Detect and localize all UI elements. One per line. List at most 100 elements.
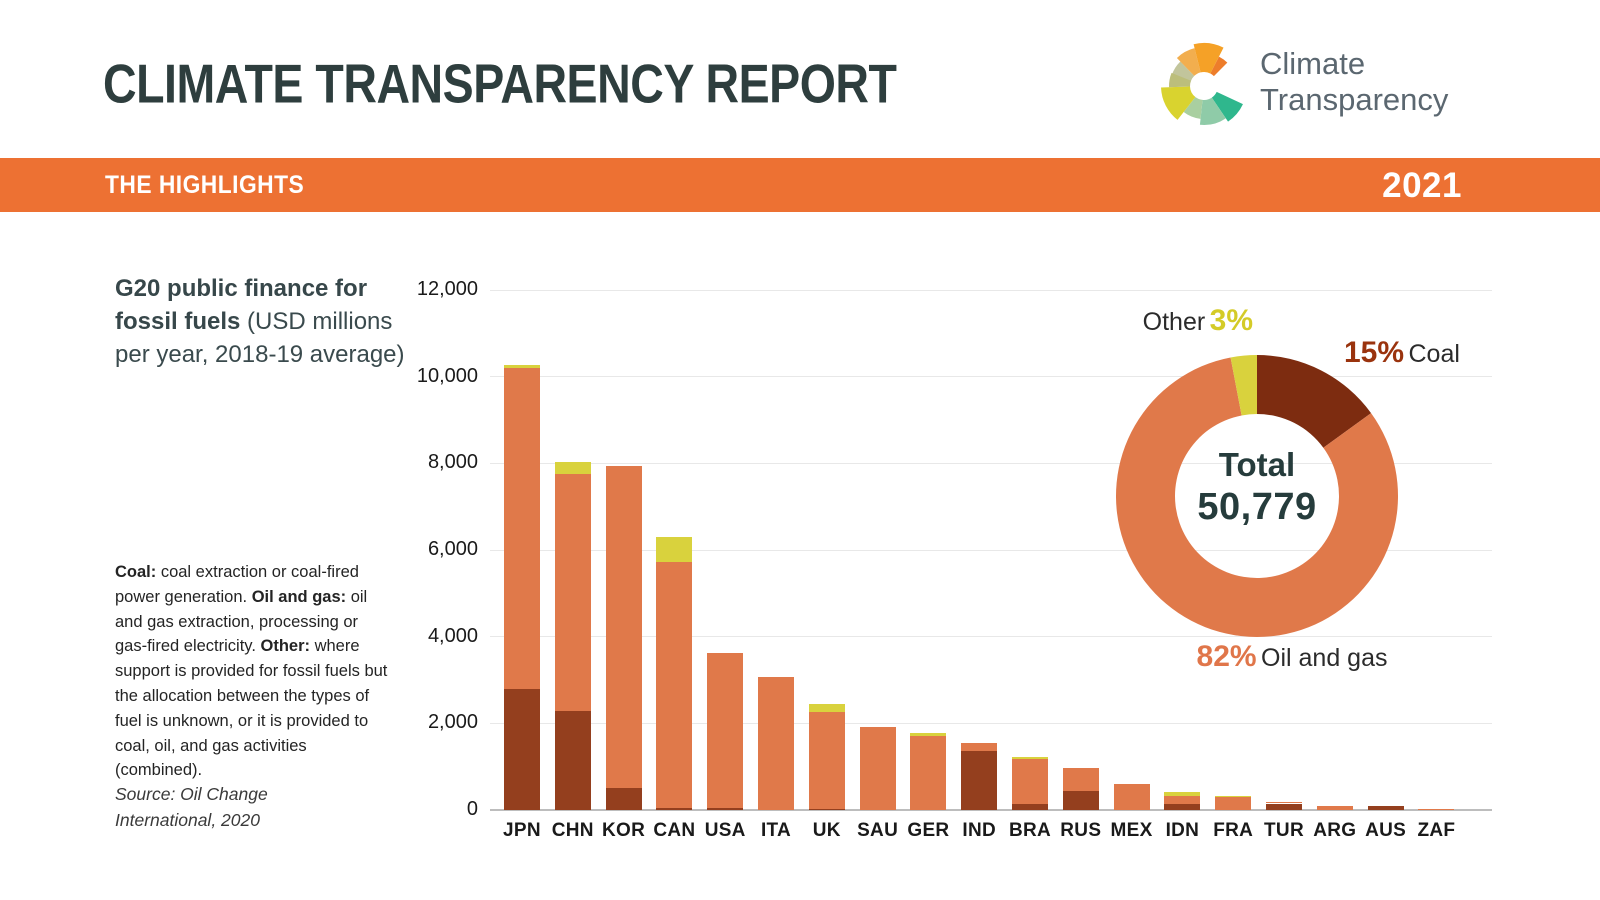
other-name: Other (1142, 308, 1206, 336)
x-label-fra: FRA (1213, 820, 1254, 841)
bar-jpn-oil-and-gas (504, 368, 540, 689)
other-percent: 3% (1209, 304, 1253, 337)
bar-fra-other (1215, 796, 1252, 798)
coal-percent: 15% (1344, 336, 1405, 369)
band-section-label: THE HIGHLIGHTS (105, 171, 305, 200)
bar-ita-oil-and-gas (758, 676, 794, 810)
bar-mex-oil-and-gas (1113, 784, 1150, 810)
y-tick-label: 0 (466, 798, 478, 820)
bar-ger-other (910, 732, 947, 736)
band-year: 2021 (1382, 166, 1462, 205)
x-label-uk: UK (812, 820, 841, 841)
x-label-sau: SAU (857, 820, 899, 841)
bar-kor-coal (605, 788, 642, 810)
x-label-can: CAN (653, 820, 696, 841)
oil-gas-name: Oil and gas (1261, 644, 1388, 672)
y-tick-label: 6,000 (427, 538, 478, 560)
x-label-ger: GER (907, 820, 950, 841)
bar-arg-oil-and-gas (1316, 806, 1353, 810)
chart-title-rest: (USD millions per year, 2018-19 average) (115, 308, 405, 368)
x-label-idn: IDN (1165, 820, 1200, 841)
bar-bra-coal (1012, 804, 1048, 810)
bar-sau-oil-and-gas (859, 727, 896, 810)
donut-total-value: 50,779 (1197, 486, 1317, 528)
gridline (490, 809, 1492, 811)
climate-transparency-logo: Climate Transparency (1160, 40, 1580, 132)
x-label-chn: CHN (551, 820, 594, 841)
donut-chart (1116, 355, 1398, 637)
y-tick-label: 8,000 (427, 451, 478, 474)
gridline (490, 462, 1492, 464)
donut-center-label: Total 50,779 (1157, 446, 1357, 530)
donut-slice-other (1230, 355, 1257, 416)
donut-label-other: Other 3% (1000, 304, 1253, 338)
x-label-ita: ITA (760, 820, 792, 841)
logo-line1: Climate (1260, 46, 1366, 81)
gridline (490, 289, 1492, 291)
bar-chn-other (554, 462, 591, 475)
donut-label-oil-gas: 82% Oil and gas (1152, 640, 1432, 674)
donut-total-label: Total (1218, 446, 1296, 483)
bar-chn-oil-and-gas (554, 474, 591, 712)
bar-tur-coal (1266, 803, 1302, 810)
bar-aus-coal (1367, 805, 1404, 810)
x-label-kor: KOR (602, 820, 646, 841)
coal-name: Coal (1408, 340, 1460, 368)
bar-idn-oil-and-gas (1164, 796, 1201, 805)
bar-can-other (656, 536, 693, 563)
bar-jpn-other (504, 364, 540, 368)
bar-zaf-oil-and-gas (1418, 809, 1455, 810)
x-label-usa: USA (704, 820, 746, 841)
x-label-mex: MEX (1110, 820, 1153, 841)
chart-title-bold: G20 public finance for fossil fuels (115, 275, 368, 335)
y-tick-label: 2,000 (427, 711, 478, 734)
description-paragraph: Coal: coal extraction or coal-fired powe… (115, 563, 388, 780)
bar-usa-oil-and-gas (707, 653, 744, 808)
x-label-ind: IND (962, 820, 996, 841)
y-tick-label: 4,000 (427, 624, 478, 647)
bar-bra-oil-and-gas (1012, 758, 1048, 805)
bar-uk-coal (808, 808, 845, 810)
bar-usa-coal (707, 807, 744, 810)
bar-idn-coal (1164, 804, 1201, 810)
x-label-rus: RUS (1060, 820, 1102, 841)
bar-jpn-coal (504, 688, 540, 810)
y-tick-label: 10,000 (416, 364, 478, 387)
bar-can-coal (656, 807, 693, 810)
bar-rus-oil-and-gas (1062, 767, 1099, 792)
bar-fra-oil-and-gas (1215, 797, 1252, 810)
donut-label-coal: 15% Coal (1344, 336, 1460, 370)
gridline (490, 376, 1492, 378)
bar-ind-oil-and-gas (961, 742, 998, 751)
x-label-aus: AUS (1365, 820, 1407, 841)
x-label-zaf: ZAF (1417, 820, 1456, 841)
donut-slice-coal (1257, 355, 1372, 448)
bar-uk-other (808, 703, 845, 713)
gridline (490, 722, 1492, 724)
segmented-c-logo-icon (1161, 43, 1243, 125)
bar-bra-other (1012, 756, 1048, 759)
bar-uk-oil-and-gas (808, 712, 845, 809)
oil-gas-percent: 82% (1196, 640, 1257, 673)
x-label-bra: BRA (1008, 820, 1052, 841)
bar-idn-other (1164, 792, 1201, 797)
x-label-arg: ARG (1313, 820, 1357, 841)
gridline (490, 636, 1492, 638)
bar-ger-oil-and-gas (910, 735, 947, 810)
donut-slice-oil-and-gas (1116, 357, 1398, 637)
bar-tur-oil-and-gas (1266, 802, 1302, 804)
y-tick-label: 12,000 (416, 278, 478, 300)
x-label-tur: TUR (1264, 820, 1304, 841)
chart-title: G20 public finance for fossil fuels (USD… (115, 272, 417, 371)
bar-chn-coal (554, 711, 591, 810)
logo-line2: Transparency (1260, 82, 1449, 117)
source-note: Source: Oil Change International, 2020 (115, 784, 268, 830)
gridline (490, 549, 1492, 551)
logo-wordmark: Climate Transparency (1260, 46, 1448, 118)
bar-kor-oil-and-gas (605, 466, 642, 789)
bar-rus-coal (1062, 791, 1099, 810)
x-label-jpn: JPN (503, 820, 541, 841)
bar-can-oil-and-gas (656, 562, 693, 808)
highlights-band: THE HIGHLIGHTS 2021 (0, 158, 1600, 212)
